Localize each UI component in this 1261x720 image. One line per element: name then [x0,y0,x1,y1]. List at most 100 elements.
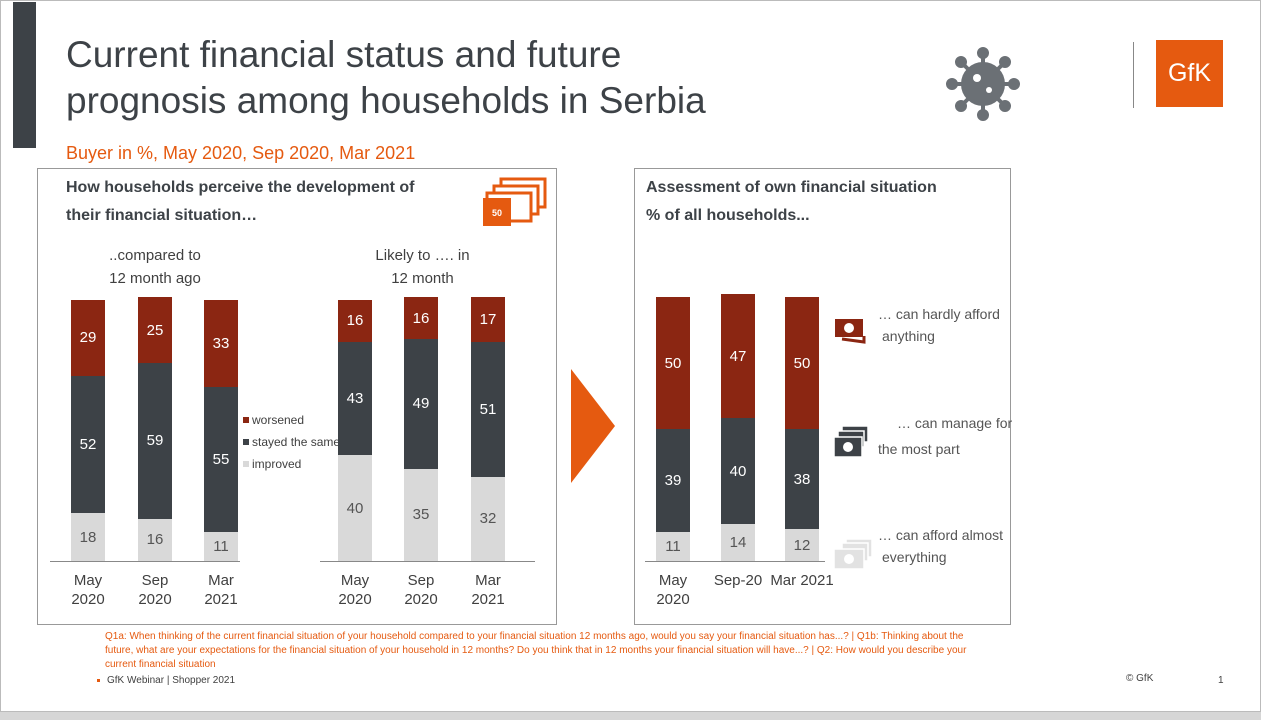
bar-segment-stayed-the-same: 43 [338,341,372,456]
data-label: 52 [79,436,97,454]
bar-segment-improved: 40 [338,455,372,561]
bar-segment-worsened: 33 [204,299,238,387]
source: GfK Webinar | Shopper 2021 [107,675,236,686]
label-hardly-afford: … can hardly afford anything [878,303,1000,347]
data-label: 11 [665,537,681,555]
bar-segment-can-afford-almost-everything: 11 [656,531,690,561]
title-line: % of all households... [646,207,810,224]
data-label: 40 [729,462,747,480]
x-axis [645,561,825,562]
money-stack-icon: 50 [483,177,547,226]
data-label: 50 [664,354,682,372]
accent-bar [13,2,36,148]
bar-segment-can-hardly-afford-anything: 50 [785,297,819,429]
bullet-icon [97,679,100,682]
group-label-future: Likely to …. in 12 month [355,244,490,290]
data-label: 12 [793,536,811,554]
bar-segment-improved: 32 [471,476,505,561]
label-line: … can afford almost [878,527,1004,543]
label-line: anything [882,328,935,344]
bar-segment-can-manage-for-the-most-part: 40 [721,418,755,525]
virus-icon [946,47,1020,121]
x-tick-label: Sep-20 [713,572,763,589]
data-label: 47 [729,347,747,365]
data-label: 17 [479,310,497,328]
label-line: … can hardly afford [878,306,1000,322]
bar-segment-improved: 16 [138,518,172,561]
subtitle: Buyer in %, May 2020, Sep 2020, Mar 2021 [66,143,416,163]
x-tick-label: Mar 2021 [471,572,505,608]
left-panel [37,168,557,625]
x-tick-label: May 2020 [338,572,372,608]
data-label: 51 [479,400,497,418]
data-label: 16 [412,309,430,327]
data-label: 39 [664,471,682,489]
title-line: Current financial status and future [66,34,622,75]
bar-segment-stayed-the-same: 49 [404,339,438,469]
x-tick-label: May 2020 [71,572,105,608]
label-manage: … can manage for the most part [878,412,1012,460]
bar-segment-stayed-the-same: 55 [204,386,238,532]
data-label: 35 [412,506,430,524]
legend-stayed: stayed the same [243,435,340,449]
label-line: … can manage for [897,415,1013,431]
bar-segment-stayed-the-same: 59 [138,363,172,519]
legend-worsened: worsened [243,413,304,427]
data-label: 25 [146,321,164,339]
icon-label: 50 [492,208,502,218]
data-label: 55 [212,450,230,468]
bar-segment-worsened: 29 [71,299,105,377]
bar-segment-can-manage-for-the-most-part: 38 [785,429,819,530]
title-line: How households perceive the development … [66,179,415,196]
banknote-icon [835,319,866,344]
bar-segment-can-manage-for-the-most-part: 39 [656,429,690,532]
data-label: 32 [479,510,497,528]
copyright: © GfK [1126,673,1154,684]
x-tick-label: Mar 2021 [204,572,238,608]
data-label: 38 [793,470,811,488]
title-line: prognosis among households in Serbia [66,80,706,121]
data-label: 43 [346,390,364,408]
data-label: 59 [146,432,164,450]
data-label: 29 [79,329,97,347]
x-axis [50,561,240,562]
bar-segment-worsened: 25 [138,297,172,363]
label-line: the most part [878,441,960,457]
right-panel-title: Assessment of own financial situation % o… [646,174,937,230]
label-afford-almost: … can afford almost everything [878,524,1003,568]
group-label-past: ..compared to 12 month ago [90,244,220,290]
x-tick-label: Sep 2020 [138,572,172,608]
bar-segment-worsened: 16 [404,297,438,340]
bar-segment-can-afford-almost-everything: 12 [785,529,819,561]
title-line: Assessment of own financial situation [646,179,937,196]
legend-label: worsened [252,413,305,427]
x-axis [320,561,535,562]
label-line: 12 month [391,270,454,287]
bar-segment-stayed-the-same: 52 [71,376,105,514]
bar-segment-improved: 11 [204,531,238,561]
right-panel [634,168,1011,625]
page-title: Current financial status and future progn… [66,32,706,124]
data-label: 49 [412,395,430,413]
label-line: everything [882,549,947,565]
banknotes-icon [834,425,869,458]
bar-segment-worsened: 17 [471,297,505,342]
arrow-icon [571,369,615,483]
label-line: ..compared to [109,247,201,264]
data-label: 33 [212,334,230,352]
divider [1133,42,1134,108]
data-label: 50 [793,354,811,372]
banknotes-stack-icon [834,538,873,570]
legend-improved: improved [243,457,301,471]
bar-segment-improved: 35 [404,468,438,561]
x-tick-label: Sep 2020 [404,572,438,608]
data-label: 18 [79,528,97,546]
page-number: 1 [1218,675,1224,686]
data-label: 14 [729,534,747,551]
title-line: their financial situation… [66,207,258,224]
legend-label: stayed the same [252,435,341,449]
data-label: 11 [213,537,229,555]
bar-segment-can-afford-almost-everything: 14 [721,524,755,561]
data-label: 16 [146,531,164,549]
bottom-bar [0,712,1261,720]
